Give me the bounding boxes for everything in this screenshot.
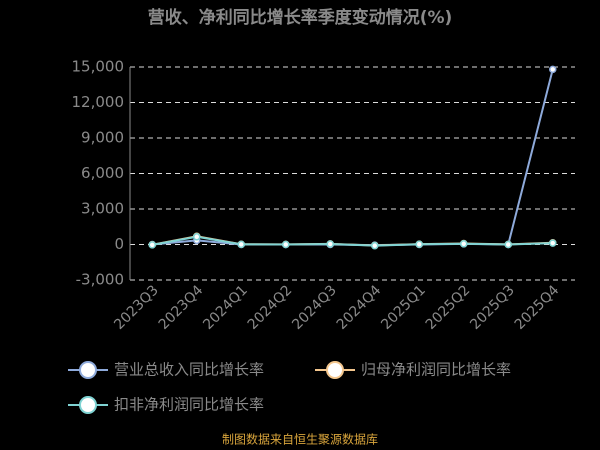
source-note: 制图数据来自恒生聚源数据库 — [222, 432, 378, 447]
point — [504, 240, 512, 249]
legend-marker — [79, 396, 97, 414]
y-tick-label: 9,000 — [81, 129, 124, 147]
point — [148, 241, 156, 249]
y-tick-label: 3,000 — [81, 200, 124, 218]
point — [193, 233, 201, 241]
point — [460, 240, 468, 248]
point — [326, 240, 334, 248]
legend-label: 营业总收入同比增长率 — [114, 361, 264, 379]
point — [237, 240, 245, 249]
legend-label: 扣非净利润同比增长率 — [114, 396, 264, 414]
point — [415, 240, 423, 249]
chart-title: 营收、净利同比增长率季度变动情况(%) — [148, 7, 453, 28]
y-tick-label: 12,000 — [72, 93, 125, 111]
y-tick-label: 15,000 — [72, 58, 125, 76]
y-tick-label: -3,000 — [76, 271, 124, 289]
point — [549, 65, 557, 74]
legend-marker — [326, 361, 344, 379]
y-tick-label: 0 — [114, 235, 124, 253]
legend-marker — [79, 361, 97, 379]
point — [371, 241, 379, 250]
point — [282, 240, 290, 249]
y-tick-label: 6,000 — [81, 164, 124, 182]
point — [549, 239, 557, 247]
series-line — [152, 235, 553, 247]
legend-label: 归母净利润同比增长率 — [361, 361, 511, 379]
